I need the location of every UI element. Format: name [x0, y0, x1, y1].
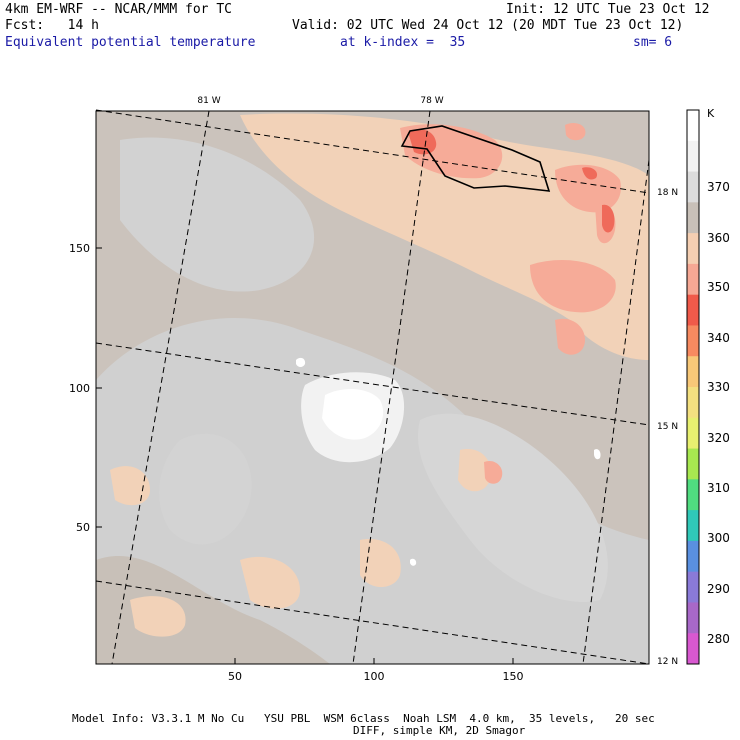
forecast-hour: Fcst: 14 h	[5, 18, 99, 33]
colorbar-label: 330	[707, 380, 730, 394]
colorbar-label: 360	[707, 231, 730, 245]
model-title: 4km EM-WRF -- NCAR/MMM for TC	[5, 2, 232, 17]
model-info: Model Info: V3.3.1 M No Cu YSU PBL WSM 6…	[72, 712, 655, 725]
colorbar-swatch	[687, 202, 699, 234]
colorbar-swatch	[687, 479, 699, 511]
x-tick-label: 150	[503, 670, 524, 683]
colorbar-swatch	[687, 540, 699, 573]
init-time: Init: 12 UTC Tue 23 Oct 12	[506, 2, 710, 17]
colorbar-swatch	[687, 263, 699, 296]
colorbar-swatch	[687, 417, 699, 450]
colorbar-swatch	[687, 387, 699, 419]
colorbar-label: 280	[707, 632, 730, 646]
x-tick-label: 50	[228, 670, 242, 683]
theta-e-field	[96, 111, 649, 664]
colorbar-label: 320	[707, 431, 730, 445]
valid-time: Valid: 02 UTC Wed 24 Oct 12 (20 MDT Tue …	[292, 18, 684, 33]
k-index-contour	[400, 125, 551, 192]
y-tick-label: 150	[69, 242, 90, 255]
lat-label: 15 N	[657, 422, 678, 432]
lat-lon-grid	[95, 109, 650, 665]
smoothing-info: sm= 6	[633, 35, 673, 50]
axis-ticks	[96, 247, 514, 664]
y-tick-label: 100	[69, 382, 90, 395]
field-name: Equivalent potential temperature	[5, 35, 256, 50]
lon-label: 78 W	[420, 96, 443, 106]
colorbar-label: 290	[707, 582, 730, 596]
model-info-2: DIFF, simple KM, 2D Smagor	[353, 724, 526, 737]
colorbar-swatch	[687, 110, 699, 142]
lat-label: 12 N	[657, 657, 678, 667]
colorbar-swatch	[687, 171, 699, 203]
colorbar-swatch	[687, 633, 699, 665]
colorbar-label: 340	[707, 331, 730, 345]
colorbar-swatch	[687, 294, 699, 326]
x-tick-label: 100	[364, 670, 385, 683]
y-tick-label: 50	[76, 521, 90, 534]
colorbar-swatch	[687, 233, 699, 265]
colorbar-label: 310	[707, 481, 730, 495]
colorbar-label: 370	[707, 180, 730, 194]
colorbar-frame	[686, 109, 700, 665]
colorbar-swatch	[687, 448, 699, 480]
colorbar-label: 300	[707, 531, 730, 545]
colorbar-swatch	[687, 325, 699, 357]
lat-label: 18 N	[657, 188, 678, 198]
colorbar-unit: K	[707, 107, 715, 120]
colorbar-swatch	[687, 140, 699, 173]
lon-label: 81 W	[197, 96, 220, 106]
colorbar-label: 350	[707, 280, 730, 294]
colorbar-swatch	[687, 356, 699, 388]
colorbar	[686, 109, 700, 665]
colorbar-swatch	[687, 510, 699, 542]
colorbar-swatch	[687, 602, 699, 634]
level-info: at k-index = 35	[340, 35, 466, 50]
colorbar-swatch	[687, 571, 699, 603]
